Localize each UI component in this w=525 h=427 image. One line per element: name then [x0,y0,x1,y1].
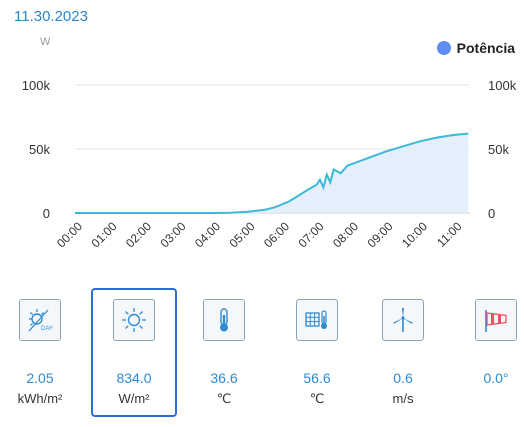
sun-day-icon: DAY [28,309,53,332]
legend-label: Potência [456,40,515,56]
panel-thermometer-icon [305,310,327,329]
metric-wind-direction[interactable]: 0.0° [456,290,525,386]
windsock-icon [485,310,507,332]
chart-legend[interactable]: Potência [436,40,515,56]
x-tick-label: 10:00 [399,219,430,250]
x-tick-label: 01:00 [88,219,119,250]
thermometer-icon [220,308,228,332]
metric-irradiance[interactable]: 834.0 W/m² [94,290,174,406]
x-tick-label: 02:00 [123,219,154,250]
x-tick-label: 03:00 [157,219,188,250]
metric-wind-speed[interactable]: 0.6 m/s [363,290,443,406]
svg-text:DAY: DAY [41,326,53,332]
x-tick-label: 04:00 [192,219,223,250]
metric-value: 56.6 [303,370,331,386]
metrics-row: DAY 2.05 kWh/m² 834.0 W/m² [0,290,525,427]
metric-unit: ℃ [216,391,232,406]
metric-value: 36.6 [210,370,238,386]
metric-unit: W/m² [118,391,150,406]
metric-value: 0.6 [393,370,413,386]
y-tick-right: 0 [488,206,495,221]
metric-unit: m/s [392,391,414,406]
x-tick-label: 07:00 [295,219,326,250]
metric-value: 2.05 [26,370,54,386]
sun-icon [122,308,146,332]
y-tick-right: 100k [488,78,517,93]
power-chart[interactable]: 100k 50k 0 100k 50k 0 00:00 01:00 02:00 03:00 04… [0,0,525,290]
y-tick-left: 100k [22,78,51,93]
y-tick-left: 0 [43,206,50,221]
power-line [75,132,469,214]
metric-daily-irradiation[interactable]: DAY 2.05 kWh/m² [0,290,80,406]
x-tick-label: 00:00 [54,219,85,250]
metric-ambient-temperature[interactable]: 36.6 ℃ [184,290,264,406]
x-tick-label: 05:00 [226,219,257,250]
metric-unit: ℃ [309,391,325,406]
x-tick-label: 08:00 [330,219,361,250]
power-area [75,133,469,213]
date-label[interactable]: 11.30.2023 [14,8,88,25]
x-tick-label: 09:00 [364,219,395,250]
y-axis-unit: W [40,36,51,48]
y-tick-right: 50k [488,142,509,157]
wind-turbine-icon [393,308,413,332]
x-tick-label: 06:00 [261,219,292,250]
metric-unit: kWh/m² [17,391,63,406]
metric-value: 834.0 [116,370,152,386]
metric-value: 0.0° [483,370,509,386]
metric-module-temperature[interactable]: 56.6 ℃ [277,290,357,406]
legend-dot-icon [436,41,451,55]
y-tick-left: 50k [29,142,50,157]
x-tick-label: 11:00 [434,219,465,250]
